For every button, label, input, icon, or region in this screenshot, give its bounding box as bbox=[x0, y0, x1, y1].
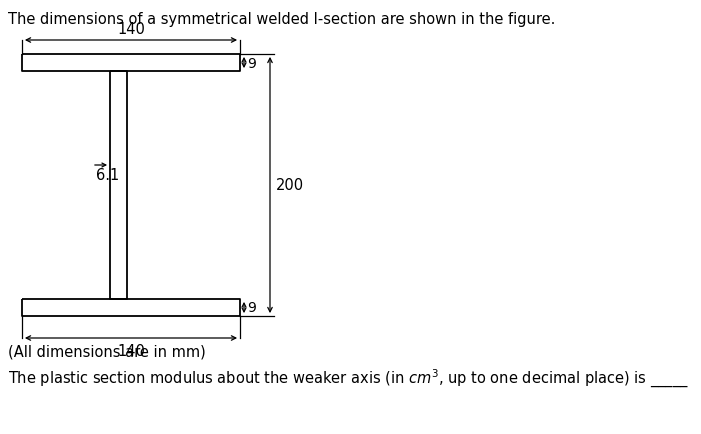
Text: 9: 9 bbox=[247, 56, 256, 70]
Text: 6.1: 6.1 bbox=[96, 168, 119, 183]
Text: 140: 140 bbox=[117, 343, 145, 358]
Text: (All dimensions are in mm): (All dimensions are in mm) bbox=[8, 344, 206, 359]
Text: 9: 9 bbox=[247, 301, 256, 315]
Text: The dimensions of a symmetrical welded I-section are shown in the figure.: The dimensions of a symmetrical welded I… bbox=[8, 12, 555, 27]
Text: 200: 200 bbox=[276, 178, 304, 193]
Text: 140: 140 bbox=[117, 22, 145, 37]
Text: The plastic section modulus about the weaker axis (in $\mathit{cm}^3$, up to one: The plastic section modulus about the we… bbox=[8, 367, 689, 389]
